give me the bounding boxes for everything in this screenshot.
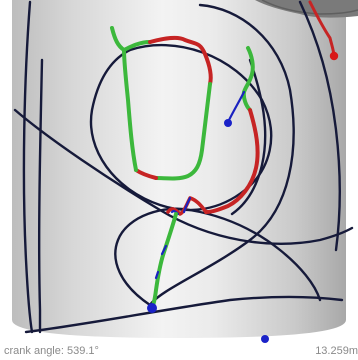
marker-blue-upper[interactable]: [224, 119, 232, 127]
marker-blue-bottom[interactable]: [261, 335, 269, 343]
cylinder-body: [12, 0, 346, 338]
marker-blue-lower[interactable]: [147, 303, 157, 313]
crank-angle-readout: crank angle: 539.1°: [4, 345, 99, 357]
marker-red-top-right[interactable]: [330, 52, 338, 60]
distance-readout: 13.259m: [315, 345, 358, 357]
